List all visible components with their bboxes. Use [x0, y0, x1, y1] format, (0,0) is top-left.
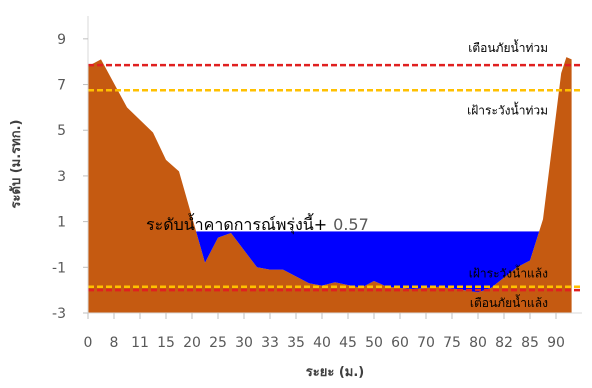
y-tick-label: 7 [57, 78, 66, 94]
x-tick-label: 60 [391, 335, 409, 351]
y-tick-label: 1 [57, 215, 66, 231]
x-tick-label: 80 [469, 335, 487, 351]
x-tick-label: 45 [339, 335, 357, 351]
threshold-layer [88, 63, 582, 292]
x-tick-label: 11 [131, 335, 149, 351]
x-tick-label: 0 [84, 335, 93, 351]
x-tick-label: 33 [261, 335, 279, 351]
forecast-label: ระดับน้ำคาดการณ์พรุ่งนี้+ 0.57 [146, 213, 369, 235]
x-tick-label: 85 [521, 335, 539, 351]
x-tick-label: 8 [110, 335, 119, 351]
x-tick-label: 50 [365, 335, 383, 351]
y-tick-label: 9 [57, 32, 66, 48]
y-tick-label: 5 [57, 123, 66, 139]
x-axis-title: ระยะ (ม.) [306, 365, 364, 380]
x-tick-label: 40 [313, 335, 331, 351]
drought-warning-label: เตือนภัยน้ำแล้ง [470, 294, 548, 310]
y-tick-label: -1 [52, 260, 66, 276]
drought-watch-label: เฝ้าระวังน้ำแล้ง [469, 265, 548, 281]
forecast-value: 0.57 [333, 215, 369, 234]
y-tick-label: -3 [52, 306, 66, 322]
x-tick-label: 30 [235, 335, 253, 351]
y-tick-label: 3 [57, 169, 66, 185]
y-axis-title: ระดับ (ม.รทก.) [9, 120, 24, 209]
x-tick-label: 20 [183, 335, 201, 351]
x-tick-label: 82 [495, 335, 513, 351]
x-tick-label: 25 [209, 335, 227, 351]
x-tick-label: 35 [287, 335, 305, 351]
flood-warning-label: เตือนภัยน้ำท่วม [468, 39, 548, 55]
flood-watch-label: เฝ้าระวังน้ำท่วม [467, 101, 548, 117]
x-tick-label: 75 [443, 335, 461, 351]
x-tick-label: 15 [157, 335, 175, 351]
x-tick-label: 90 [547, 335, 565, 351]
label-layer: เตือนภัยน้ำท่วมเฝ้าระวังน้ำท่วมเฝ้าระวัง… [9, 39, 548, 380]
x-tick-label: 70 [417, 335, 435, 351]
